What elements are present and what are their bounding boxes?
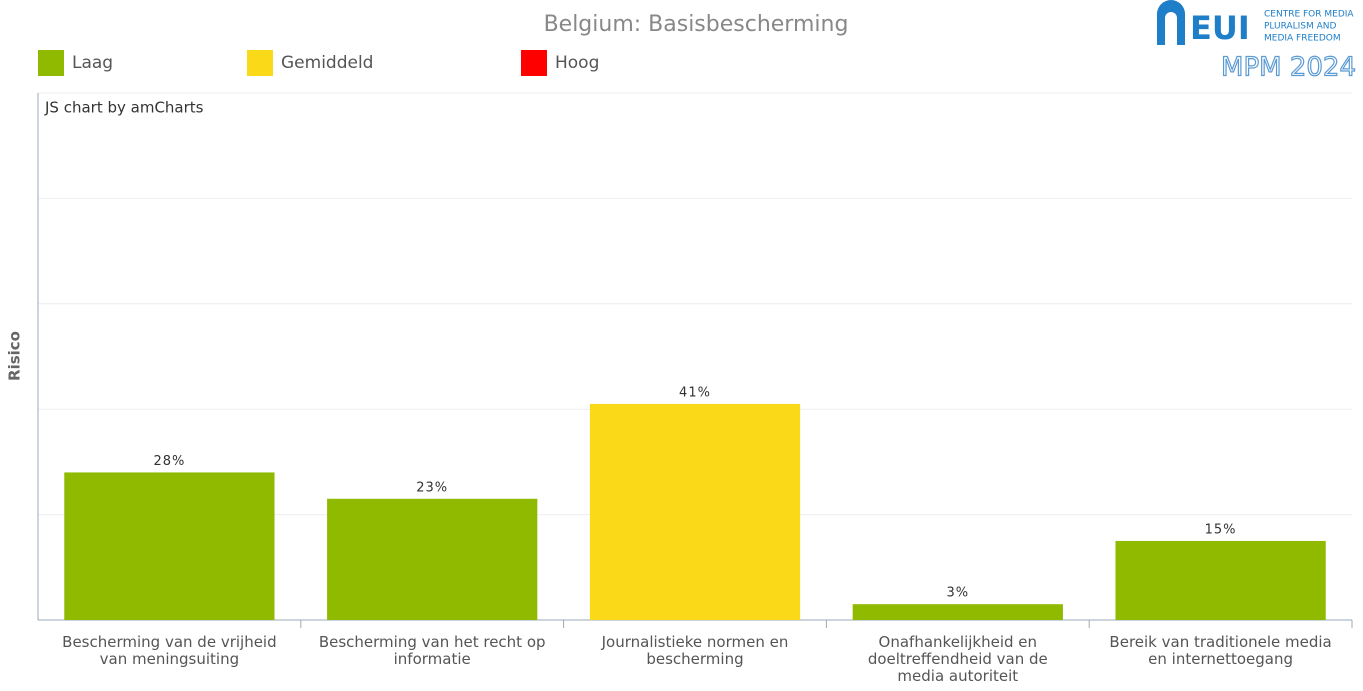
logo-project: MPM 2024 bbox=[1221, 53, 1356, 83]
logo-name: EUI bbox=[1190, 9, 1250, 47]
x-tick-label: Journalistieke normen en bescherming bbox=[601, 633, 789, 668]
value-label: 15% bbox=[1205, 522, 1237, 537]
value-label: 3% bbox=[946, 586, 969, 601]
bar bbox=[589, 403, 801, 620]
value-label: 28% bbox=[153, 454, 185, 469]
logo-line: MEDIA FREEDOM bbox=[1264, 34, 1341, 44]
chart-title: Belgium: Basisbescherming bbox=[544, 12, 849, 37]
bar bbox=[64, 472, 275, 620]
value-label: 41% bbox=[679, 385, 711, 400]
legend-label: Laag bbox=[72, 53, 113, 73]
bar bbox=[852, 604, 1063, 620]
x-tick-label: Bescherming van de vrijheid van meningsu… bbox=[62, 633, 277, 668]
value-label: 23% bbox=[416, 480, 448, 495]
logo-icon bbox=[1157, 0, 1185, 45]
legend-swatch bbox=[38, 50, 64, 76]
logo: EUI CENTRE FOR MEDIA PLURALISM AND MEDIA… bbox=[1157, 0, 1357, 83]
logo-line: CENTRE FOR MEDIA bbox=[1264, 10, 1354, 20]
legend-swatch bbox=[247, 50, 273, 76]
credit: JS chart by amCharts bbox=[44, 99, 204, 117]
bar bbox=[327, 498, 538, 620]
legend-label: Gemiddeld bbox=[281, 53, 373, 73]
y-axis-label: Risico bbox=[6, 331, 24, 381]
legend-label: Hoog bbox=[555, 53, 599, 73]
bar bbox=[1115, 540, 1326, 620]
logo-line: PLURALISM AND bbox=[1264, 22, 1337, 32]
x-tick-label: Bereik van traditionele media en interne… bbox=[1109, 633, 1332, 668]
legend-swatch bbox=[521, 50, 547, 76]
x-tick-label: Bescherming van het recht op informatie bbox=[318, 633, 546, 668]
x-tick-label: Onafhankelijkheid en doeltreffendheid va… bbox=[867, 633, 1048, 685]
